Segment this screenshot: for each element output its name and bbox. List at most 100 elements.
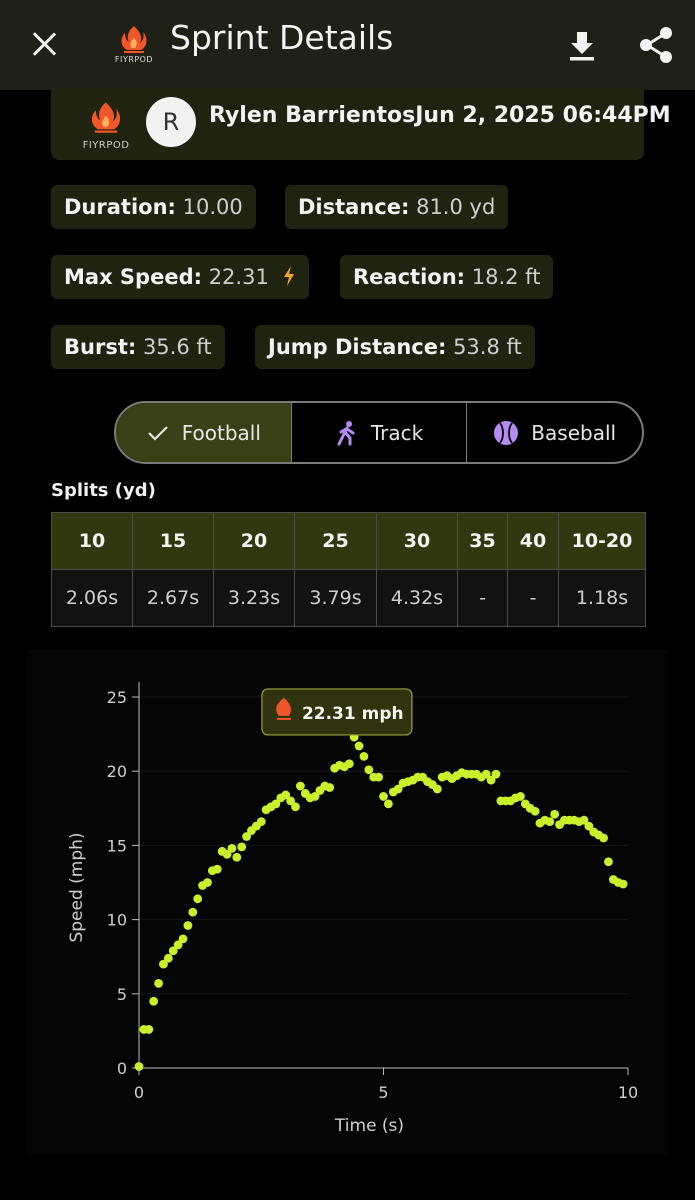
y-axis-label: Speed (mph)	[67, 832, 87, 942]
data-point	[344, 759, 354, 769]
athlete-and-date: Rylen BarrientosJun 2, 2025 06:44PM	[209, 103, 671, 128]
close-icon[interactable]	[26, 26, 62, 62]
data-point	[545, 817, 555, 827]
brand-name: FIYRPOD	[82, 140, 130, 151]
split-header: 15	[132, 512, 214, 570]
stat-value: 53.8 ft	[453, 335, 522, 359]
stat-value: 18.2 ft	[471, 265, 541, 289]
data-point	[516, 792, 525, 801]
stat-jump-distance: Jump Distance: 53.8 ft	[255, 325, 535, 369]
y-tick-label: 5	[117, 985, 127, 1004]
tab-label: Track	[370, 420, 424, 445]
sport-segmented-control: Football Track Baseball	[114, 401, 644, 464]
data-point	[618, 879, 628, 889]
flame-icon	[276, 697, 291, 716]
y-tick-label: 0	[117, 1059, 127, 1078]
data-point	[203, 878, 212, 887]
data-point	[295, 781, 305, 791]
data-point	[227, 843, 237, 853]
split-header: 40	[507, 512, 559, 570]
flame-icon	[91, 102, 121, 133]
data-point	[550, 809, 560, 819]
y-tick-label: 25	[107, 688, 127, 707]
stat-duration: Duration: 10.00	[51, 185, 256, 229]
data-point	[584, 821, 594, 831]
data-point	[374, 772, 384, 782]
stat-label: Burst:	[64, 335, 137, 359]
tab-track[interactable]: Track	[290, 403, 467, 462]
data-point	[144, 1025, 154, 1034]
data-point	[325, 783, 335, 792]
data-point	[364, 765, 374, 775]
split-value: 1.18s	[558, 569, 646, 627]
stat-label: Duration:	[64, 195, 176, 219]
athlete-name: Rylen Barrientos	[209, 103, 416, 128]
tab-baseball[interactable]: Baseball	[466, 403, 642, 462]
stat-distance: Distance: 81.0 yd	[285, 185, 509, 229]
check-icon	[147, 425, 168, 441]
tab-football[interactable]: Football	[116, 403, 291, 462]
split-value: 3.23s	[213, 569, 295, 627]
table-row: 2.06s 2.67s 3.23s 3.79s 4.32s - - 1.18s	[51, 569, 646, 627]
data-point	[530, 806, 540, 816]
share-icon[interactable]	[636, 24, 676, 66]
data-point	[242, 832, 251, 841]
data-point	[486, 775, 496, 785]
data-point	[393, 784, 403, 794]
split-value: -	[507, 569, 559, 627]
splits-title: Splits (yd)	[51, 480, 156, 501]
x-tick-label: 0	[134, 1083, 144, 1102]
data-point	[222, 849, 232, 859]
speed-chart: 0 5 10 15 20 25 0 5 10 Time (s) Speed (mph) 22.31 m…	[67, 682, 638, 1136]
stat-value: 35.6 ft	[142, 335, 212, 359]
data-point	[379, 792, 388, 801]
app-bar: FIYRPOD Sprint Details	[0, 0, 695, 90]
runner-icon	[337, 420, 355, 445]
data-point	[359, 751, 369, 761]
fiyrpod-logo: FIYRPOD	[79, 96, 133, 152]
sprint-header-card: FIYRPOD R Rylen BarrientosJun 2, 2025 06…	[51, 88, 671, 160]
data-point	[149, 996, 159, 1006]
download-icon[interactable]	[562, 26, 602, 66]
sprint-datetime: Jun 2, 2025 06:44PM	[415, 103, 671, 128]
data-point	[383, 799, 393, 809]
stat-label: Distance:	[298, 195, 410, 219]
data-point	[237, 842, 247, 852]
split-value: 4.32s	[376, 569, 458, 627]
split-value: 2.67s	[132, 569, 214, 627]
table-header-row: 10 15 20 25 30 35 40 10-20	[51, 512, 646, 570]
split-value: -	[457, 569, 508, 627]
stat-label: Jump Distance:	[268, 335, 447, 359]
data-point	[163, 953, 173, 963]
stat-value: 81.0 yd	[416, 195, 496, 219]
data-point	[256, 817, 266, 827]
y-tick-label: 15	[107, 836, 127, 855]
data-point	[271, 799, 281, 809]
data-point	[168, 946, 178, 956]
tooltip-box	[261, 688, 413, 736]
max-speed-tooltip: 22.31 mph	[261, 688, 413, 736]
split-value: 2.06s	[51, 569, 133, 627]
data-point	[281, 790, 291, 800]
data-point	[178, 934, 188, 944]
y-tick-label: 20	[107, 762, 127, 781]
tab-label: Football	[181, 420, 261, 445]
data-point	[188, 907, 198, 917]
data-point	[604, 857, 613, 867]
data-point	[134, 1062, 144, 1071]
fiyrpod-logo: FIYRPOD	[110, 22, 158, 68]
split-header: 20	[213, 512, 295, 570]
stat-max-speed: Max Speed: 22.31	[51, 255, 309, 299]
tab-label: Baseball	[531, 420, 617, 445]
data-point	[491, 769, 501, 779]
stat-burst: Burst: 35.6 ft	[51, 325, 225, 369]
splits-table: 10 15 20 25 30 35 40 10-20 2.06s 2.67s 3…	[51, 512, 646, 627]
baseball-icon	[494, 420, 519, 445]
data-point	[310, 792, 320, 801]
data-point	[354, 741, 364, 751]
x-tick-label: 5	[378, 1083, 388, 1102]
data-point	[481, 769, 491, 779]
data-point	[579, 815, 589, 825]
stat-value: 22.31	[208, 265, 269, 289]
stat-reaction: Reaction: 18.2 ft	[340, 255, 554, 299]
